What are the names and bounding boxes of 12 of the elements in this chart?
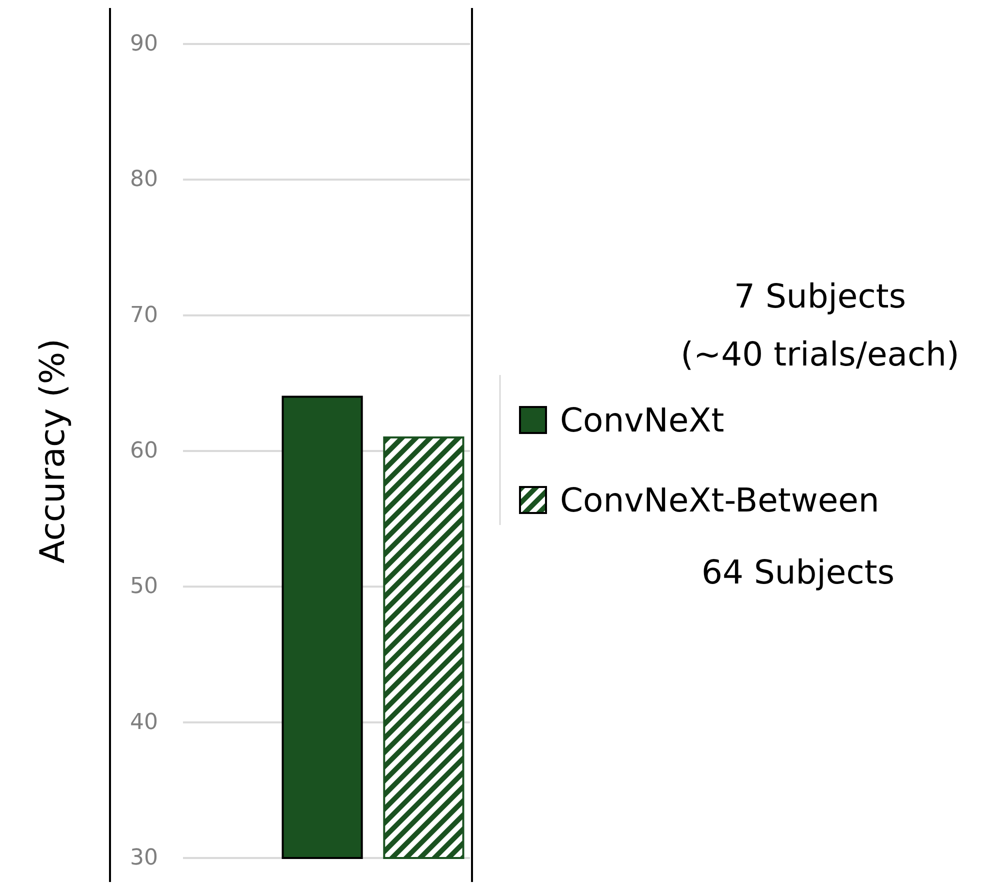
y-tick-label: 90 — [130, 32, 158, 56]
y-tick-label: 50 — [130, 574, 158, 600]
legend-label: ConvNeXt — [560, 400, 724, 440]
y-tick-label: 30 — [130, 846, 158, 870]
y-tick-label: 80 — [130, 167, 158, 192]
y-tick-label: 60 — [130, 438, 158, 464]
y-tick-label: 70 — [130, 302, 158, 328]
y-axis-title: Accuracy (%) — [33, 338, 73, 564]
text: 7 Subjects (~40 trials/each) — [680, 276, 960, 374]
text: 64 Subjects — [701, 552, 895, 592]
legend-label: ConvNeXt-Between — [560, 480, 880, 520]
y-tick-label: 40 — [130, 710, 158, 735]
